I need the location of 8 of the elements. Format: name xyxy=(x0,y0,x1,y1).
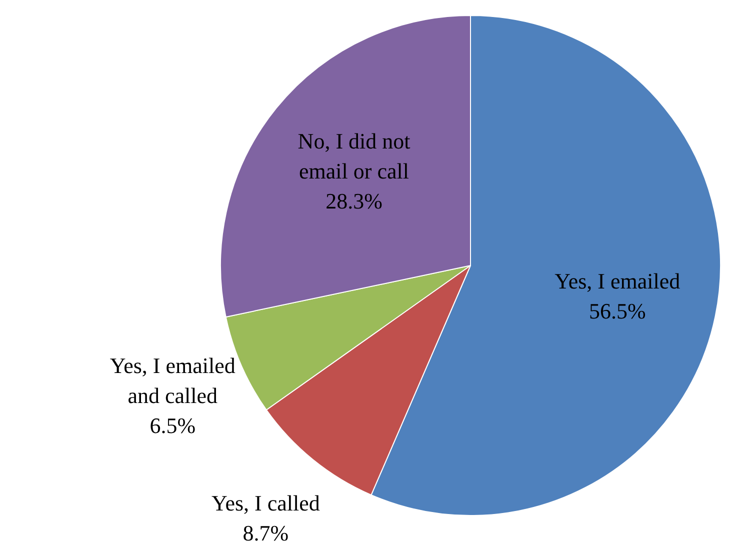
data-label: 6.5% xyxy=(150,413,196,438)
slice-label: Yes, I emailed xyxy=(554,268,680,294)
slice-label: Yes, I emailed and called xyxy=(110,353,236,408)
slice-label: No, I did not email or call xyxy=(298,128,410,184)
data-label: 8.7% xyxy=(242,520,289,546)
data-label: 56.5% xyxy=(588,298,646,324)
slice-label: Yes, I called xyxy=(212,490,320,516)
data-label: 28.3% xyxy=(326,188,382,214)
